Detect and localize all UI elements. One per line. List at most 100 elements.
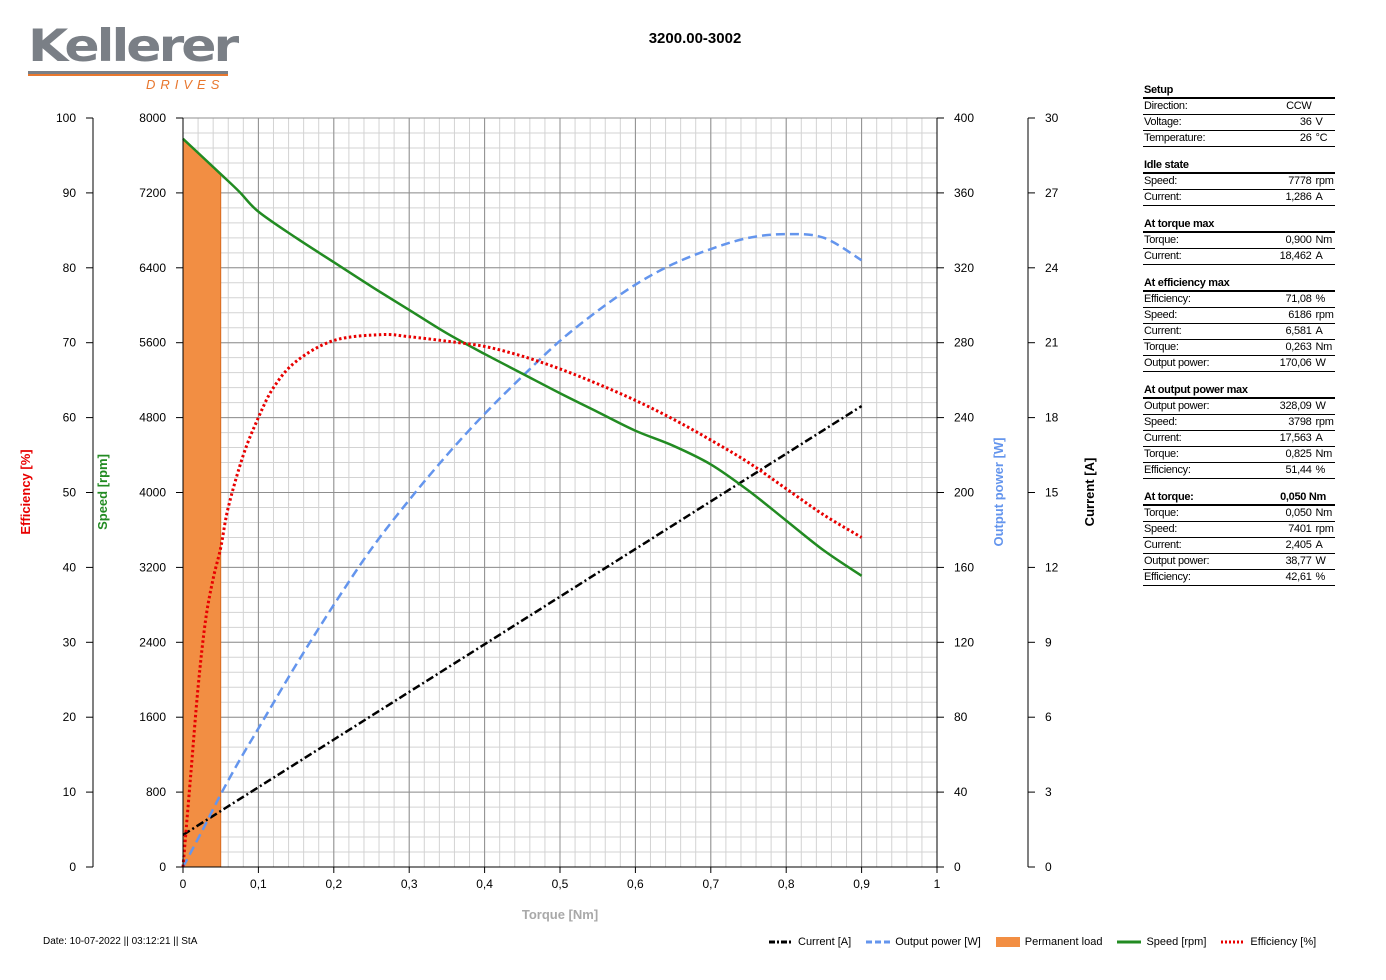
panel-section-title: At efficiency max: [1143, 276, 1335, 292]
panel-row-unit: %: [1315, 464, 1326, 476]
x-tick-label: 0,6: [627, 877, 644, 891]
legend-swatch: [769, 940, 793, 944]
panel-row-unit: A: [1315, 432, 1323, 444]
panel-row: Output power: 328,09 W: [1143, 399, 1335, 415]
current-tick-label: 12: [1045, 560, 1059, 574]
current-tick-label: 9: [1045, 635, 1052, 649]
panel-section-torque-max: At torque max Torque: 0,900 Nm Current: 18,46…: [1143, 217, 1335, 265]
panel-section-title: At torque max: [1143, 217, 1335, 233]
x-tick-label: 0,3: [401, 877, 418, 891]
power-tick-label: 80: [954, 710, 968, 724]
panel-row-value: 2,405: [1285, 539, 1312, 551]
legend-swatch: [866, 940, 891, 944]
current-tick-label: 27: [1045, 186, 1059, 200]
panel-row-value: 0,050: [1285, 507, 1312, 519]
panel-row: Direction: CCW: [1143, 99, 1335, 115]
logo-sub-text: DRIVES: [146, 77, 225, 92]
panel-row-value: 26: [1299, 132, 1312, 144]
panel-section-title-text: At efficiency max: [1144, 277, 1230, 289]
legend-label: Output power [W]: [895, 936, 981, 948]
efficiency-tick-label: 60: [63, 411, 77, 425]
efficiency-tick-label: 100: [56, 111, 76, 125]
x-tick-label: 0,1: [250, 877, 267, 891]
panel-row-value: CCW: [1286, 100, 1312, 112]
panel-section-at-torque: At torque: 0,050 Nm Torque: 0,050 Nm Speed: 74…: [1143, 490, 1335, 586]
power-tick-label: 360: [954, 186, 974, 200]
panel-row-label: Output power:: [1144, 555, 1210, 567]
speed-tick-label: 800: [146, 785, 166, 799]
series-efficiency-line: [181, 332, 863, 868]
speed-tick-label: 5600: [139, 336, 166, 350]
panel-row: Efficiency: 51,44%: [1143, 463, 1335, 479]
efficiency-tick-label: 40: [63, 560, 77, 574]
series-speed-line: [182, 137, 863, 577]
efficiency-tick-label: 20: [63, 710, 77, 724]
panel-row-value: 3798: [1288, 416, 1312, 428]
panel-row-unit: Nm: [1315, 234, 1333, 246]
panel-row: Output power: 170,06 W: [1143, 356, 1335, 372]
panel-row: Torque: 0,900 Nm: [1143, 233, 1335, 249]
legend-label: Speed [rpm]: [1146, 936, 1207, 948]
panel-row: Current: 1,286 A: [1143, 190, 1335, 206]
legend-item: Speed [rpm]: [1116, 936, 1206, 948]
panel-row-unit: W: [1315, 357, 1326, 369]
speed-tick-label: 7200: [139, 186, 166, 200]
current-tick-label: 0: [1045, 860, 1052, 874]
panel-row-label: Current:: [1144, 191, 1182, 203]
panel-section-idle: Idle state Speed: 7778 rpm Current: 1,286 A: [1143, 158, 1335, 206]
panel-row-value: 7778: [1288, 175, 1312, 187]
power-tick-label: 280: [954, 336, 974, 350]
panel-section-title-text: At torque:: [1144, 491, 1194, 503]
x-tick-label: 0,5: [552, 877, 569, 891]
panel-row-unit: °C: [1315, 132, 1328, 144]
data-panel: Setup Direction: CCW Voltage: 36 V Temperature…: [1143, 83, 1335, 597]
panel-row: Current: 6,581 A: [1143, 324, 1335, 340]
panel-row-unit: Nm: [1315, 341, 1333, 353]
panel-row: Efficiency: 42,61%: [1143, 570, 1335, 586]
panel-row-value: 38,77: [1285, 555, 1312, 567]
speed-tick-label: 6400: [139, 261, 166, 275]
panel-row-label: Current:: [1144, 250, 1182, 262]
panel-row: Torque: 0,825 Nm: [1143, 447, 1335, 463]
speed-tick-label: 4000: [139, 486, 166, 500]
panel-row-unit: W: [1315, 555, 1326, 567]
panel-section-title-value: 0,050 Nm: [1280, 491, 1326, 503]
series-current-line: [182, 405, 863, 836]
panel-row-label: Current:: [1144, 539, 1182, 551]
panel-row: Speed: 7778 rpm: [1143, 174, 1335, 190]
panel-section-title-text: Setup: [1144, 84, 1174, 96]
speed-tick-label: 2400: [139, 635, 166, 649]
axes-layer: 0 0,1 0,2 0,3 0,4 0,5 0,6 0,7 0,8 0,9 101020304050…: [56, 111, 1059, 891]
panel-section-title-text: Idle state: [1144, 159, 1189, 171]
panel-row: Speed: 7401 rpm: [1143, 522, 1335, 538]
panel-row-value: 1,286: [1285, 191, 1312, 203]
panel-row-unit: %: [1315, 571, 1326, 583]
panel-row: Torque: 0,263 Nm: [1143, 340, 1335, 356]
logo-underline: [28, 71, 228, 74]
axis-labels-layer: Torque [Nm] Efficiency [%] Speed [rpm] Outp…: [18, 437, 1097, 922]
panel-row: Current: 18,462 A: [1143, 249, 1335, 265]
panel-row-unit: W: [1315, 400, 1326, 412]
panel-row-label: Torque:: [1144, 341, 1179, 353]
panel-row-label: Torque:: [1144, 448, 1179, 460]
panel-row-label: Efficiency:: [1144, 293, 1191, 305]
panel-row-value: 42,61: [1285, 571, 1312, 583]
efficiency-tick-label: 80: [63, 261, 77, 275]
legend-label: Permanent load: [1024, 936, 1103, 948]
panel-row-unit: [1312, 99, 1335, 114]
power-tick-label: 40: [954, 785, 968, 799]
efficiency-axis-title: Efficiency [%]: [18, 449, 33, 534]
current-tick-label: 3: [1045, 785, 1052, 799]
efficiency-tick-label: 50: [63, 486, 77, 500]
panel-row-unit: %: [1315, 293, 1326, 305]
logo-main-text: Kellerer: [28, 21, 239, 73]
panel-row-unit: A: [1315, 250, 1323, 262]
permanent-load-fill: [182, 137, 222, 868]
legend-swatch: [1221, 940, 1246, 944]
panel-row-label: Output power:: [1144, 357, 1210, 369]
x-tick-label: 0: [180, 877, 187, 891]
panel-row-value: 17,563: [1279, 432, 1312, 444]
current-axis-title: Current [A]: [1082, 458, 1097, 527]
power-axis-title: Output power [W]: [991, 437, 1006, 546]
panel-row-value: 18,462: [1279, 250, 1312, 262]
